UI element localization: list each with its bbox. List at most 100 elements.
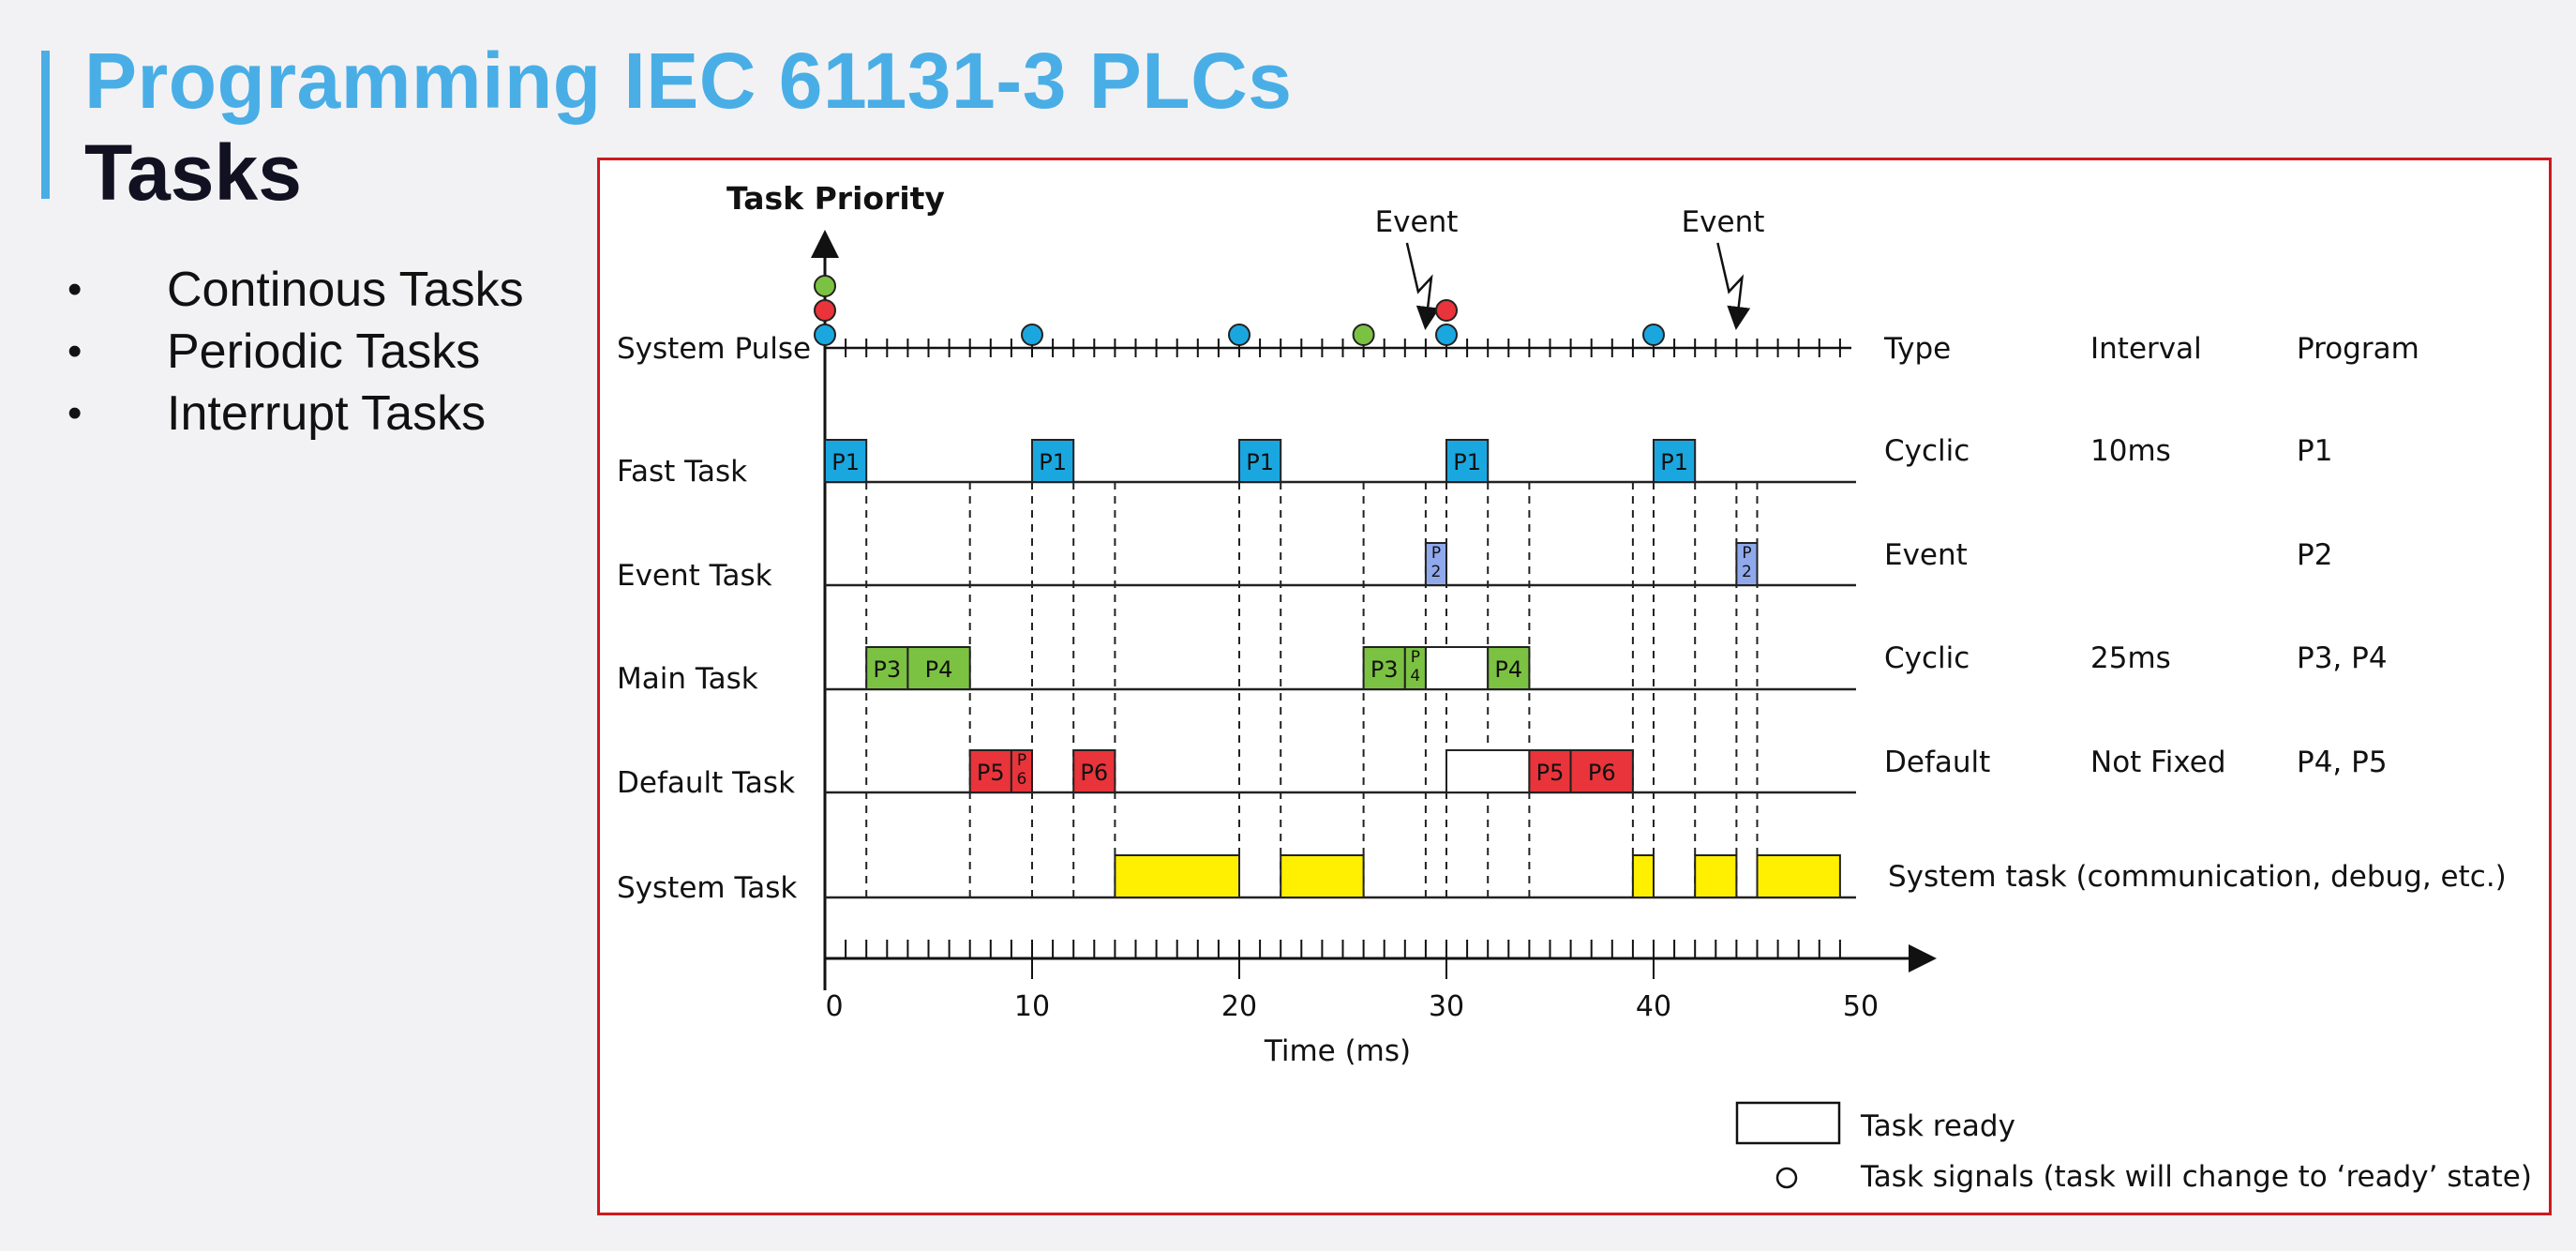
main-task-block — [1403, 646, 1427, 690]
bullet-dot: • — [67, 390, 82, 436]
fast-task-block-label: P1 — [1660, 449, 1688, 475]
event-task-block-label: 2 — [1431, 563, 1442, 581]
x-tick-label: 50 — [1843, 990, 1879, 1023]
table-cell-program: P1 — [2297, 434, 2332, 468]
task-signal-dot — [814, 324, 836, 346]
task-signal-dot — [1642, 324, 1665, 346]
main-task-block — [1487, 646, 1531, 690]
title-accent-bar — [41, 51, 50, 199]
row-label-main-task: Main Task — [617, 662, 758, 696]
system-task-block — [1114, 854, 1241, 898]
main-task-block — [906, 646, 971, 690]
event-label: Event — [1682, 205, 1765, 239]
main-task-block-label: P3 — [873, 656, 901, 683]
x-tick-label: 10 — [1014, 990, 1050, 1023]
bullet-item: • Interrupt Tasks — [66, 383, 524, 445]
task-signal-dot — [1021, 324, 1043, 346]
table-header-program: Program — [2297, 332, 2419, 366]
default-task-block — [1010, 749, 1033, 793]
fast-task-block-label: P1 — [1453, 449, 1481, 475]
bullet-dot: • — [67, 328, 82, 374]
system-task-block — [1694, 854, 1738, 898]
bullet-text: Continous Tasks — [167, 263, 524, 317]
event-task-block — [1424, 542, 1448, 586]
bullet-dot: • — [67, 266, 82, 312]
event-task-block-label: P — [1431, 544, 1441, 563]
table-header-interval: Interval — [2090, 332, 2202, 366]
table-cell-type: Cyclic — [1884, 641, 1969, 675]
x-tick-label: 40 — [1636, 990, 1671, 1023]
main-task-block-label: P — [1411, 648, 1420, 667]
x-tick-label: 0 — [825, 990, 843, 1023]
default-task-block-label: P6 — [1080, 760, 1108, 786]
x-tick-label: 30 — [1429, 990, 1464, 1023]
default-ready-block — [1445, 749, 1531, 793]
system-task-block — [1756, 854, 1841, 898]
main-task-block — [1362, 646, 1406, 690]
x-tick-label: 20 — [1221, 990, 1257, 1023]
main-ready-block — [1424, 646, 1490, 690]
fast-task-block-label: P1 — [831, 449, 860, 475]
task-signal-dot — [1435, 324, 1458, 346]
bullet-list: • Continous Tasks • Periodic Tasks • Interr… — [66, 259, 524, 445]
default-task-block — [1528, 749, 1572, 793]
table-cell-program: P4, P5 — [2297, 746, 2388, 779]
event-task-block-label: P — [1742, 544, 1751, 563]
table-cell-type: Event — [1884, 538, 1968, 572]
table-cell-program: P3, P4 — [2297, 641, 2388, 675]
event-arrow — [1405, 242, 1440, 330]
fast-task-block-label: P1 — [1246, 449, 1274, 475]
event-task-block — [1735, 542, 1759, 586]
main-task-block — [865, 646, 909, 690]
default-task-block-label: P6 — [1588, 760, 1616, 786]
event-label: Event — [1375, 205, 1459, 239]
default-task-block — [1072, 749, 1116, 793]
table-header-type: Type — [1883, 332, 1951, 366]
x-tick-labels: 0 10 20 30 40 50 — [825, 990, 1879, 1023]
legend-ready-label: Task ready — [1860, 1109, 2015, 1143]
y-axis-label: Task Priority — [726, 180, 945, 217]
fast-task-block-label: P1 — [1039, 449, 1067, 475]
fast-task-block — [1653, 439, 1697, 483]
bullet-item: • Continous Tasks — [66, 259, 524, 321]
legend-signal-symbol — [1775, 1167, 1798, 1189]
table-cell-type: Default — [1884, 746, 1990, 779]
legend-ready-swatch — [1735, 1101, 1841, 1145]
task-signal-dot — [814, 299, 836, 322]
main-task-block-label: P4 — [1494, 656, 1522, 683]
main-task-block-label: P4 — [925, 656, 953, 683]
x-axis-label: Time (ms) — [1264, 1034, 1411, 1068]
table-cell-program: P2 — [2297, 538, 2332, 572]
default-task-block-label: P — [1017, 751, 1026, 770]
task-timing-diagram: Task Priority Time (ms) System Pulse Fas… — [617, 180, 2532, 1194]
row-label-default-task: Default Task — [617, 766, 795, 800]
slide-title: Programming IEC 61131-3 PLCs — [84, 37, 1293, 125]
row-label-system-task: System Task — [617, 871, 797, 905]
default-task-block-label: P5 — [1536, 760, 1565, 786]
main-task-block-label: P3 — [1370, 656, 1399, 683]
row-label-system-pulse: System Pulse — [617, 332, 811, 366]
task-signal-dot — [814, 275, 836, 297]
system-task-block — [1631, 854, 1655, 898]
row-label-event-task: Event Task — [617, 559, 772, 593]
table-cell-type: Cyclic — [1884, 434, 1969, 468]
default-task-block-label: P5 — [977, 760, 1005, 786]
row-baselines — [825, 346, 1856, 899]
event-arrow — [1716, 242, 1751, 330]
table-cell-interval: 25ms — [2090, 641, 2171, 675]
table-cell-interval: Not Fixed — [2090, 746, 2226, 779]
task-signal-dot — [1435, 299, 1458, 322]
task-signals — [814, 275, 1665, 346]
diagram-static: Task Priority Time (ms) System Pulse Fas… — [617, 180, 2532, 1194]
default-task-block — [1569, 749, 1634, 793]
fast-task-block — [1031, 439, 1075, 483]
default-task-block-label: 6 — [1017, 770, 1027, 789]
table-cell-interval: 10ms — [2090, 434, 2171, 468]
fast-task-block — [1238, 439, 1282, 483]
system-task-note: System task (communication, debug, etc.) — [1888, 860, 2507, 894]
task-signal-dot — [1352, 324, 1375, 346]
system-task-block — [1280, 854, 1365, 898]
bullet-item: • Periodic Tasks — [66, 321, 524, 383]
task-diagram-frame: Task Priority Time (ms) System Pulse Fas… — [597, 158, 2552, 1215]
